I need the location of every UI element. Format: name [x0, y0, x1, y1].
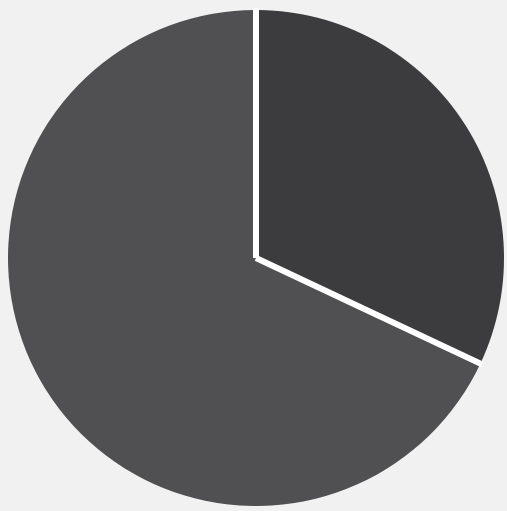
pie-slice-2: [8, 10, 481, 506]
pie-slice-1: [256, 10, 504, 364]
slice-separator-2: [254, 255, 484, 368]
slice-separators: [253, 8, 484, 368]
pie-slices: [8, 10, 504, 506]
